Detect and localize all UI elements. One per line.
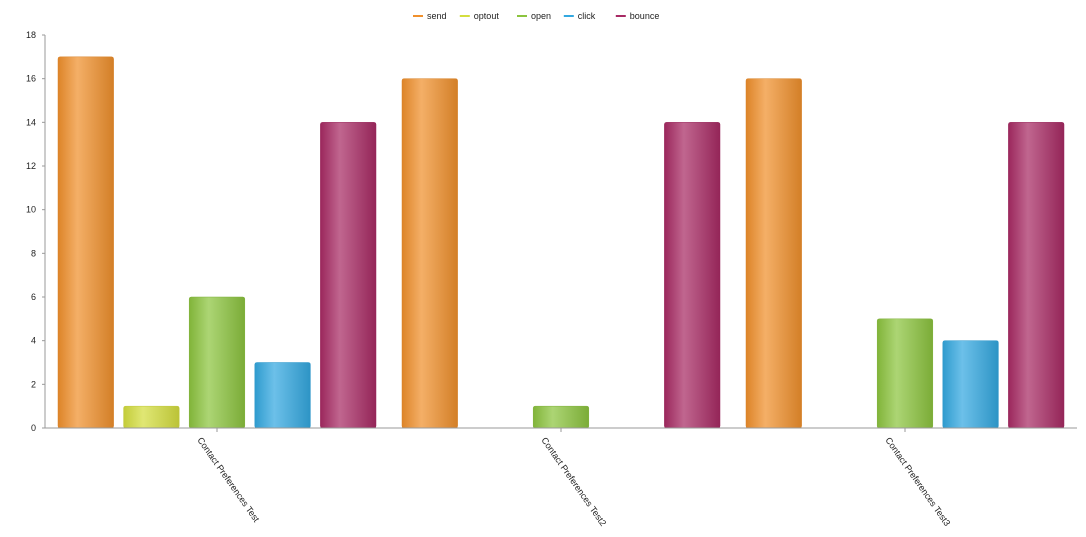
y-tick-label: 0 (31, 423, 36, 433)
y-axis: 0 2 4 6 8 10 12 14 16 18 (26, 30, 46, 433)
bar-optout-1[interactable] (123, 405, 180, 429)
bar-send-1[interactable] (57, 56, 114, 429)
bar-open-1[interactable] (188, 296, 246, 429)
y-tick-label: 12 (26, 161, 36, 171)
bars (57, 56, 1065, 429)
legend-item-send[interactable]: send (413, 11, 447, 21)
bar-open-3[interactable] (876, 318, 934, 429)
legend-item-optout[interactable]: optout (459, 11, 500, 21)
legend-item-click[interactable]: click (563, 11, 596, 21)
legend: send optout open click bounce (413, 11, 659, 21)
y-tick-label: 4 (31, 336, 36, 346)
y-tick-label: 6 (31, 292, 36, 302)
legend-label: open (531, 11, 551, 21)
y-tick-label: 18 (26, 30, 36, 40)
legend-item-open[interactable]: open (517, 11, 551, 21)
legend-label: optout (474, 11, 500, 21)
legend-label: click (578, 11, 596, 21)
bar-bounce-3[interactable] (1008, 122, 1065, 429)
y-tick-label: 8 (31, 248, 36, 258)
bar-click-1[interactable] (254, 362, 311, 429)
x-axis: Contact Preferences Test Contact Preferen… (45, 427, 1077, 528)
x-tick-label: Contact Preferences Test3 (883, 435, 952, 527)
y-tick-label: 2 (31, 379, 36, 389)
bar-bounce-2[interactable] (664, 122, 721, 429)
legend-label: send (427, 11, 447, 21)
x-tick-label: Contact Preferences Test2 (539, 435, 608, 527)
bar-send-2[interactable] (401, 78, 458, 429)
legend-label: bounce (630, 11, 660, 21)
bar-click-3[interactable] (942, 340, 999, 429)
y-tick-label: 16 (26, 74, 36, 84)
y-tick-label: 14 (26, 117, 36, 127)
bar-bounce-1[interactable] (320, 122, 377, 429)
bar-send-3[interactable] (745, 78, 802, 429)
y-tick-label: 10 (26, 205, 36, 215)
x-tick-label: Contact Preferences Test (195, 435, 261, 524)
bar-open-2[interactable] (532, 405, 590, 429)
legend-item-bounce[interactable]: bounce (615, 11, 660, 21)
